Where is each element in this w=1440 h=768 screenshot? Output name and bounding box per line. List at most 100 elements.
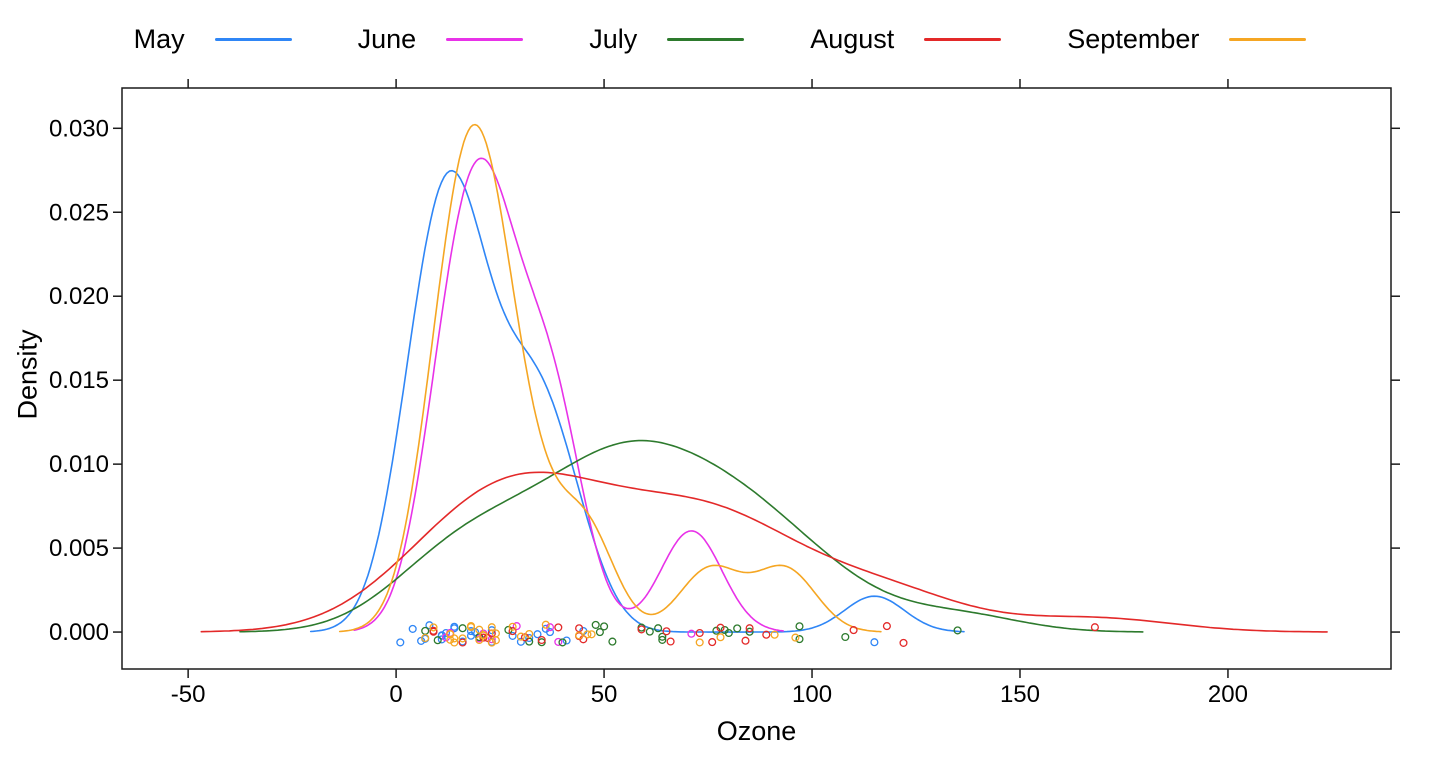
rug-point-august	[637, 625, 646, 634]
rug-point-july	[658, 635, 667, 644]
rug-point-august	[741, 636, 750, 645]
rug-point-august	[745, 624, 754, 633]
rug-point-september	[525, 629, 534, 639]
legend-label: June	[357, 24, 417, 54]
rug-point-september	[479, 631, 488, 640]
y-tick-label: 0.015	[49, 367, 109, 394]
legend-item-july: July	[589, 24, 745, 55]
rug-point-july	[724, 628, 733, 638]
density-curve-july	[239, 439, 1144, 633]
rug-point-july	[795, 622, 804, 631]
rug-point-june	[687, 629, 696, 638]
rug-point-may	[870, 638, 879, 647]
density-curve-august	[200, 471, 1328, 633]
rug-point-july	[525, 637, 534, 646]
rug-point-july	[795, 635, 804, 644]
x-tick-label: 50	[591, 681, 618, 708]
rug-point-september	[446, 629, 455, 639]
rug-point-may	[533, 630, 542, 639]
rug-point-july	[658, 632, 667, 641]
rug-point-may	[525, 633, 534, 643]
y-tick-label: 0.025	[49, 199, 109, 226]
rug-point-september	[429, 623, 438, 632]
density-curve-may	[309, 169, 965, 633]
rug-point-june	[487, 635, 496, 644]
legend-item-august: August	[810, 24, 1002, 55]
x-tick-label: -50	[171, 681, 206, 708]
rug-point-august	[537, 635, 546, 645]
legend-item-may: May	[134, 24, 292, 55]
rug-point-may	[466, 631, 476, 640]
rug-point-june	[554, 637, 563, 646]
rug-point-may	[437, 635, 446, 644]
rug-point-august	[695, 628, 704, 638]
rug-point-july	[595, 628, 604, 637]
legend-color-line	[1229, 38, 1307, 41]
rug-point-september	[587, 630, 596, 639]
rug-point-july	[733, 624, 742, 633]
rug-point-july	[645, 627, 654, 636]
rug-point-may	[425, 621, 434, 630]
y-tick-label: 0.000	[49, 619, 109, 646]
rug-point-august	[458, 638, 467, 647]
rug-point-may	[408, 624, 417, 633]
rug-point-july	[458, 624, 467, 633]
rug-point-august	[716, 623, 725, 632]
x-tick-label: 0	[389, 681, 402, 708]
legend-color-line	[667, 38, 745, 41]
rug-point-august	[554, 623, 563, 632]
legend: May June July August September	[0, 24, 1440, 55]
rug-point-july	[953, 626, 962, 635]
y-axis-title: Density	[12, 329, 43, 420]
rug-point-september	[770, 630, 779, 639]
rug-point-september	[716, 633, 725, 642]
rug-point-august	[1090, 623, 1099, 632]
rug-point-september	[466, 622, 476, 632]
rug-point-may	[562, 636, 571, 645]
rug-point-july	[600, 622, 609, 631]
rug-point-september	[491, 636, 500, 645]
legend-color-line	[924, 38, 1002, 41]
y-tick-label: 0.030	[49, 115, 109, 142]
rug-point-september	[487, 638, 496, 647]
rug-point-september	[475, 625, 484, 634]
x-tick-label: 100	[792, 681, 832, 708]
rug-point-june	[545, 623, 555, 632]
density-curve-september	[338, 123, 882, 633]
rug-point-september	[695, 638, 704, 647]
rug-point-august	[429, 626, 438, 635]
density-curve-june	[353, 157, 784, 632]
rug-point-july	[745, 627, 754, 636]
rug-point-august	[666, 637, 675, 646]
legend-label: August	[810, 24, 895, 54]
rug-point-may	[508, 631, 517, 640]
legend-label: September	[1067, 24, 1200, 54]
legend-item-september: September	[1067, 24, 1307, 55]
rug-point-august	[849, 626, 858, 635]
rug-point-september	[508, 622, 517, 631]
rug-point-august	[882, 622, 891, 631]
rug-point-may	[516, 637, 525, 646]
y-tick-label: 0.020	[49, 283, 109, 310]
rug-point-august	[899, 638, 908, 647]
rug-point-july	[654, 624, 663, 633]
rug-point-september	[583, 630, 592, 639]
rug-point-july	[591, 620, 600, 629]
rug-point-september	[541, 620, 550, 629]
rug-point-september	[450, 638, 459, 647]
legend-label: May	[133, 24, 185, 54]
x-tick-label: 150	[1000, 681, 1040, 708]
rug-point-august	[662, 627, 671, 636]
rug-point-september	[575, 631, 584, 640]
legend-color-line	[214, 38, 292, 41]
rug-point-august	[508, 627, 517, 636]
x-axis-title: Ozone	[716, 716, 797, 746]
rug-point-september	[516, 632, 525, 641]
rug-point-may	[545, 628, 555, 637]
rug-point-september	[458, 634, 467, 643]
rug-point-may	[396, 638, 405, 647]
rug-point-may	[437, 631, 446, 640]
y-tick-label: 0.010	[49, 451, 109, 478]
rug-point-september	[421, 633, 430, 643]
